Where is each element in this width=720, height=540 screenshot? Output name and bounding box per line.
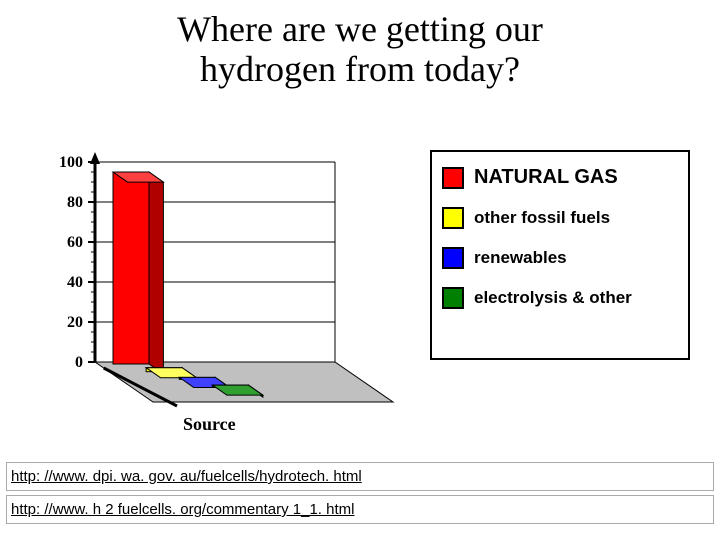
title-line-2: hydrogen from today? xyxy=(200,49,520,89)
source-link[interactable]: http: //www. h 2 fuelcells. org/commenta… xyxy=(6,495,714,524)
svg-text:80: 80 xyxy=(67,194,83,211)
legend-swatch xyxy=(442,247,464,269)
svg-text:100: 100 xyxy=(59,154,83,171)
legend-label: renewables xyxy=(474,248,567,268)
svg-text:40: 40 xyxy=(67,274,83,291)
title-line-1: Where are we getting our xyxy=(177,9,543,49)
legend-item: electrolysis & other xyxy=(442,287,678,309)
svg-text:20: 20 xyxy=(67,314,83,331)
svg-text:Source: Source xyxy=(183,414,236,434)
page-title: Where are we getting our hydrogen from t… xyxy=(0,0,720,89)
legend-label: NATURAL GAS xyxy=(474,166,618,189)
legend-swatch xyxy=(442,207,464,229)
source-link[interactable]: http: //www. dpi. wa. gov. au/fuelcells/… xyxy=(6,462,714,491)
legend-item: renewables xyxy=(442,247,678,269)
content-area: 0 20 40 60 80 100 Source NATURAL GAS other fos… xyxy=(0,140,720,450)
svg-text:0: 0 xyxy=(75,354,83,371)
legend-label: electrolysis & other xyxy=(474,288,632,308)
legend-item: NATURAL GAS xyxy=(442,166,678,189)
bar-chart-3d: 0 20 40 60 80 100 Source xyxy=(30,140,410,440)
legend-swatch xyxy=(442,167,464,189)
legend-swatch xyxy=(442,287,464,309)
legend-label: other fossil fuels xyxy=(474,208,610,228)
legend: NATURAL GAS other fossil fuels renewable… xyxy=(430,150,690,360)
svg-text:60: 60 xyxy=(67,234,83,251)
legend-item: other fossil fuels xyxy=(442,207,678,229)
source-links: http: //www. dpi. wa. gov. au/fuelcells/… xyxy=(6,462,714,528)
